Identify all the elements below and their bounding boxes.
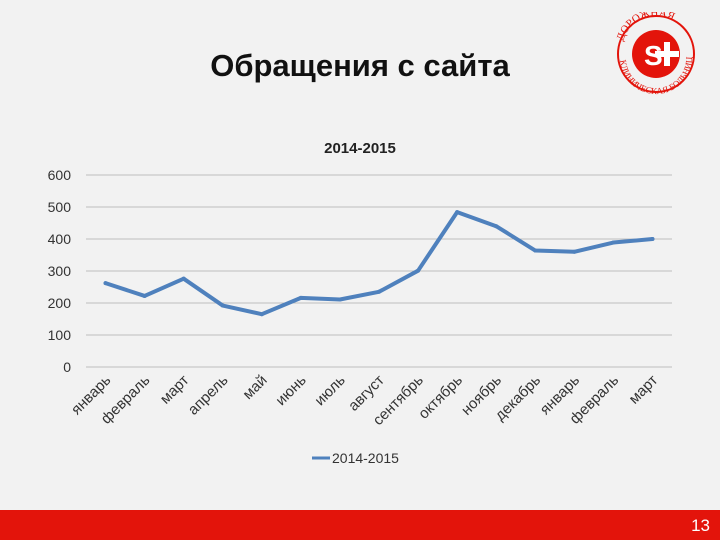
y-tick-label: 400: [48, 231, 72, 247]
data-point: [259, 312, 264, 317]
x-tick-label: октябрь: [415, 372, 466, 423]
data-point: [298, 295, 303, 300]
x-tick-label: март: [626, 372, 662, 408]
x-tick-label: июль: [311, 372, 349, 410]
grid-lines: [86, 174, 672, 368]
data-point: [611, 240, 616, 245]
data-point: [572, 249, 577, 254]
y-axis-ticks: 0 100 200 300 400 500 600: [48, 167, 72, 375]
y-tick-label: 600: [48, 167, 72, 183]
legend-label: 2014-2015: [332, 450, 399, 466]
svg-text:S: S: [644, 40, 663, 71]
data-point: [455, 210, 460, 215]
chart-legend: 2014-2015: [312, 450, 399, 466]
x-tick-label: июнь: [272, 372, 309, 409]
slide-title: Обращения с сайта: [210, 48, 510, 83]
data-point: [416, 268, 421, 273]
series-lines: [103, 210, 655, 317]
x-tick-label: апрель: [185, 372, 232, 419]
data-point: [650, 237, 655, 241]
data-point: [220, 303, 225, 308]
data-point: [142, 293, 147, 298]
hospital-logo: S ДОРОЖНАЯ КЛИНИЧЕСКАЯ БОЛЬНИЦА: [604, 12, 695, 96]
data-point: [377, 289, 381, 294]
footer-bar: 13: [0, 510, 720, 540]
data-point: [337, 297, 342, 302]
y-tick-label: 200: [48, 295, 72, 311]
line-chart: 2014-2015 0 100 200 300 400 500 600 январьфевр…: [48, 140, 672, 466]
series-line: [103, 210, 655, 317]
y-tick-label: 100: [48, 327, 72, 343]
x-tick-label: март: [157, 372, 193, 408]
y-tick-label: 0: [63, 359, 71, 375]
y-tick-label: 300: [48, 263, 72, 279]
data-point: [494, 224, 499, 229]
data-point: [533, 248, 538, 253]
data-point: [181, 276, 186, 281]
page-number: 13: [691, 516, 710, 535]
y-tick-label: 500: [48, 199, 72, 215]
x-tick-label: май: [239, 372, 270, 403]
data-point: [103, 281, 108, 286]
chart-title: 2014-2015: [324, 140, 396, 157]
